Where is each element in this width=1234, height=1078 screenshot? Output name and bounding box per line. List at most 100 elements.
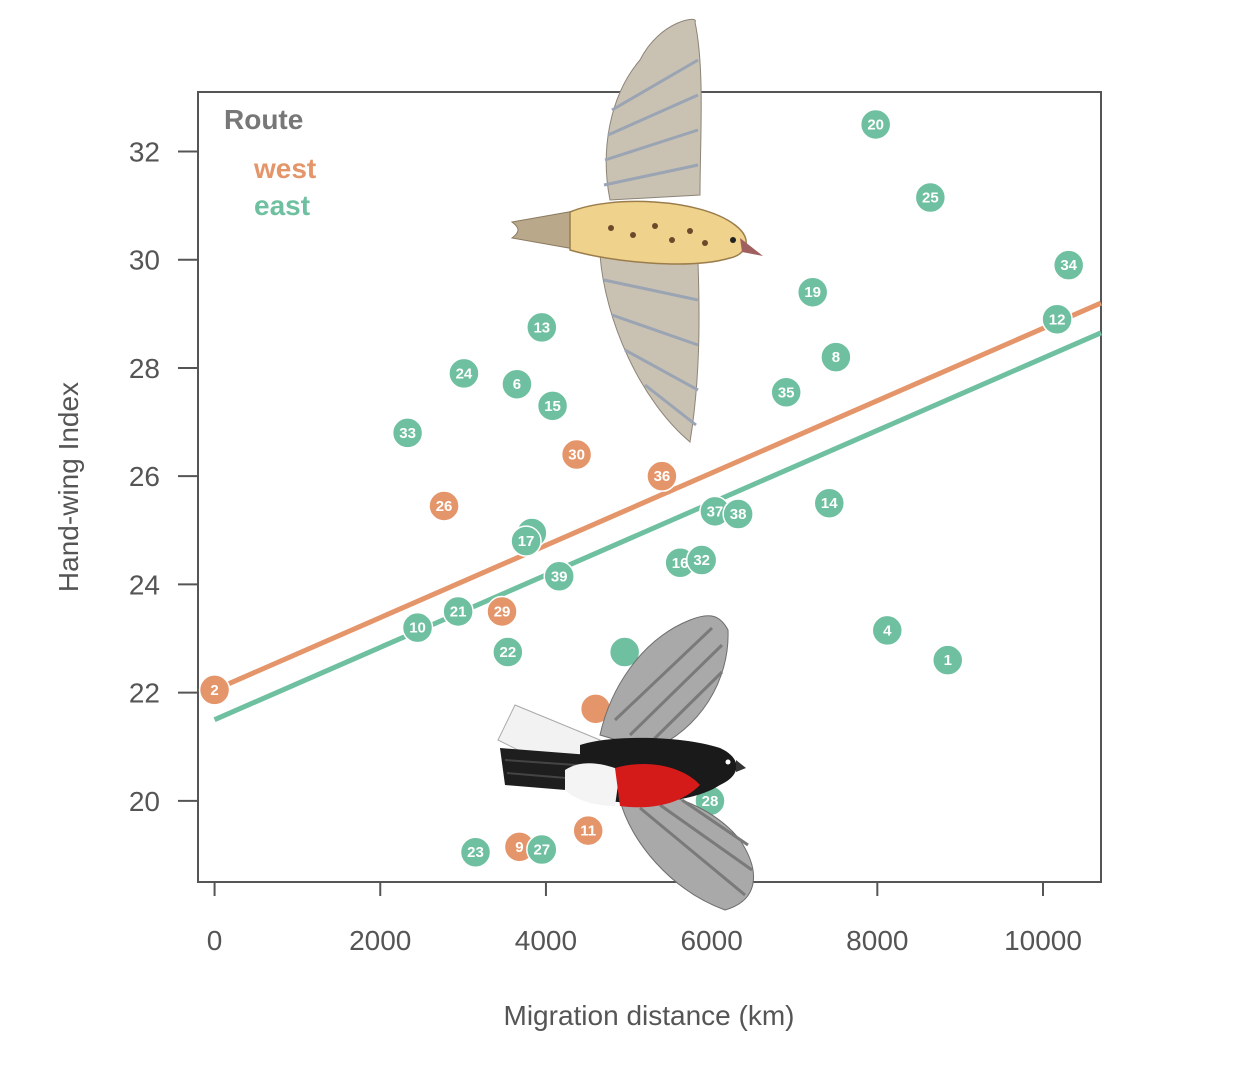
point-marker	[510, 525, 542, 557]
point-label: 19	[804, 284, 821, 301]
y-tick-label: 22	[129, 678, 160, 709]
point-label: 22	[499, 644, 516, 661]
point-marker	[459, 836, 492, 868]
point-east-35: 35	[770, 376, 802, 409]
point-label: 6	[513, 376, 521, 393]
point-marker	[536, 390, 569, 422]
point-marker	[608, 636, 641, 668]
point-label: 20	[867, 116, 884, 133]
point-label: 27	[533, 842, 550, 859]
point-label: 10	[409, 620, 426, 637]
point-label: 21	[450, 603, 467, 620]
point-west-2: 2	[198, 674, 231, 706]
y-tick-label: 26	[129, 461, 160, 492]
point-marker	[543, 560, 575, 593]
point-label: 13	[533, 319, 550, 336]
legend-entry-east: east	[254, 190, 310, 221]
point-east-20: 20	[859, 108, 892, 141]
tanager-illustration	[497, 615, 754, 911]
point-west-29: 29	[486, 595, 518, 628]
point-label: 23	[467, 844, 484, 861]
point-label: 1	[944, 652, 952, 669]
point-label: 15	[544, 398, 561, 415]
point-east-10: 10	[401, 611, 434, 644]
point-label: 38	[730, 506, 747, 523]
point-marker	[871, 614, 904, 647]
point-marker	[914, 181, 947, 214]
point-marker	[796, 276, 829, 308]
point-east-33: 33	[391, 417, 424, 449]
y-tick-label: 20	[129, 786, 160, 817]
point-east-32: 32	[685, 544, 718, 576]
legend-title: Route	[224, 104, 303, 135]
x-axis-title: Migration distance (km)	[504, 1000, 795, 1031]
point-marker	[526, 833, 558, 866]
point-east-12: 12	[1041, 303, 1073, 336]
x-tick-label: 10000	[1004, 925, 1082, 956]
y-tick-label: 30	[129, 245, 160, 276]
point-marker	[1041, 303, 1073, 336]
point-marker	[198, 674, 231, 706]
point-east-38: 38	[722, 498, 754, 530]
point-label: 30	[568, 447, 585, 464]
point-east-21: 21	[442, 595, 474, 628]
point-marker	[428, 490, 460, 522]
point-label: 28	[702, 793, 719, 810]
point-label: 25	[922, 190, 939, 207]
point-east-23: 23	[459, 836, 492, 868]
point-marker	[813, 487, 846, 519]
y-axis-title: Hand-wing Index	[53, 382, 84, 592]
point-label: 29	[494, 603, 511, 620]
point-label: 34	[1060, 257, 1077, 274]
point-east-4: 4	[871, 614, 904, 647]
point-label: 14	[821, 495, 838, 512]
point-east-1: 1	[931, 644, 964, 676]
fit-line-east	[213, 330, 1103, 722]
point-east-27: 27	[526, 833, 558, 866]
point-east-15: 15	[536, 390, 569, 422]
point-marker	[770, 376, 802, 409]
point-label: 8	[832, 349, 840, 366]
point-east-6: 6	[501, 368, 533, 400]
point-label: 36	[654, 468, 671, 485]
point-label: 12	[1049, 311, 1066, 328]
point-label: 9	[515, 839, 523, 856]
point-west-30: 30	[560, 438, 593, 471]
point-marker	[526, 311, 558, 344]
fit-lines	[213, 300, 1103, 722]
point-label: 16	[672, 555, 689, 572]
point-east-13: 13	[526, 311, 558, 344]
point-east-24: 24	[448, 357, 480, 390]
point-marker	[560, 438, 593, 471]
point-marker	[501, 368, 533, 400]
y-tick-label: 24	[129, 569, 160, 600]
point-label: 17	[518, 533, 535, 550]
point-marker	[685, 544, 718, 576]
point-label: 33	[399, 425, 416, 442]
point-east-8: 8	[820, 341, 852, 373]
thrush-illustration	[510, 18, 763, 443]
point-east-25: 25	[914, 181, 947, 214]
point-label: 26	[436, 498, 453, 515]
point-marker	[401, 611, 434, 644]
point-label: 39	[551, 568, 568, 585]
x-tick-label: 2000	[349, 925, 411, 956]
fit-line-west	[213, 300, 1103, 693]
point-marker	[442, 595, 474, 628]
legend: Route west east	[224, 104, 316, 221]
point-marker	[492, 636, 524, 668]
point-marker	[572, 814, 604, 847]
point-label: 24	[456, 365, 473, 382]
point-marker	[486, 595, 518, 628]
point-east-14: 14	[813, 487, 846, 519]
point-marker	[931, 644, 964, 676]
point-east-39: 39	[543, 560, 575, 593]
x-tick-label: 4000	[515, 925, 577, 956]
point-label: 35	[778, 384, 795, 401]
point-marker	[646, 460, 678, 492]
x-tick-label: 0	[207, 925, 223, 956]
point-east-19: 19	[796, 276, 829, 308]
point-marker	[859, 108, 892, 141]
y-tick-label: 32	[129, 137, 160, 168]
point-west-26: 26	[428, 490, 460, 522]
